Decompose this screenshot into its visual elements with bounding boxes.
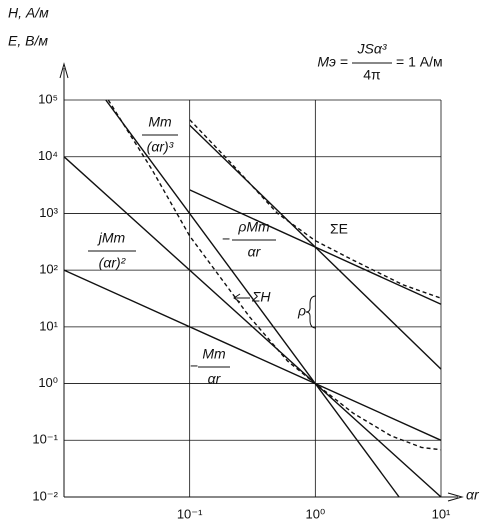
x-tick-label: 10⁰ bbox=[305, 506, 325, 521]
x-axis-label: αr bbox=[466, 487, 480, 503]
series-line bbox=[189, 119, 442, 299]
formula-denominator: 4π bbox=[363, 67, 381, 83]
y-tick-label: 10⁰ bbox=[38, 375, 58, 390]
annotation: αr bbox=[208, 371, 222, 387]
y-tick-label: 10² bbox=[39, 262, 58, 277]
y-axis-label: H, А/м bbox=[8, 5, 49, 21]
annotation: (αr)³ bbox=[147, 139, 174, 155]
series-line bbox=[63, 269, 442, 441]
y-tick-label: 10⁴ bbox=[38, 148, 58, 163]
y-tick-label: 10⁵ bbox=[38, 91, 58, 106]
annotation: Mm bbox=[202, 346, 226, 362]
annotation: − bbox=[190, 358, 198, 374]
formula-numerator: JSα³ bbox=[357, 41, 387, 57]
annotation: ρMm bbox=[237, 219, 270, 235]
formula-right: = 1 А/м bbox=[396, 54, 443, 70]
axes bbox=[59, 62, 464, 502]
annotation: ΣH bbox=[251, 289, 271, 305]
y-tick-label: 10⁻² bbox=[32, 488, 58, 503]
arrow bbox=[233, 293, 250, 303]
y-tick-label: 10³ bbox=[39, 205, 58, 220]
y-tick-label: 10⁻¹ bbox=[32, 432, 58, 447]
annotation: − bbox=[222, 231, 230, 247]
y-axis-label: E, В/м bbox=[8, 33, 48, 49]
series-line bbox=[189, 124, 442, 370]
annotation: αr bbox=[248, 244, 262, 260]
series-line bbox=[63, 156, 442, 498]
series-line bbox=[105, 99, 400, 498]
annotation: ρ bbox=[297, 303, 306, 319]
annotation: jMm bbox=[97, 230, 126, 246]
annotation: Mm bbox=[148, 114, 172, 130]
y-tick-label: 10¹ bbox=[39, 318, 58, 333]
annotation: (αr)² bbox=[99, 255, 127, 271]
series-line bbox=[107, 99, 442, 451]
x-tick-label: 10⁻¹ bbox=[177, 506, 203, 521]
annotation: ΣE bbox=[330, 221, 348, 237]
formula-left: Mэ = bbox=[317, 54, 348, 70]
brace bbox=[305, 295, 317, 329]
x-tick-label: 10¹ bbox=[432, 506, 451, 521]
